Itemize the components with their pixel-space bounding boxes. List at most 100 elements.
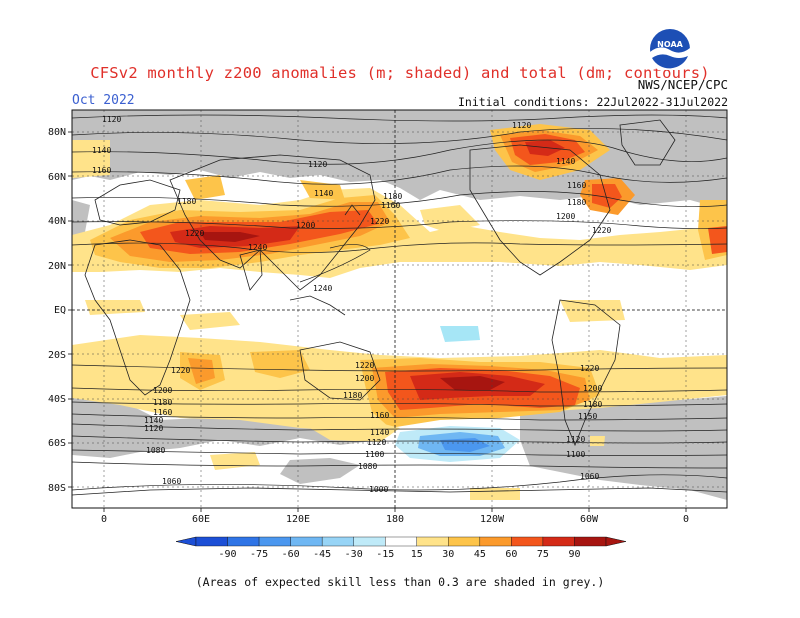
contour-label: 1160: [381, 201, 400, 210]
skill-footnote: (Areas of expected skill less than 0.3 a…: [195, 575, 605, 589]
lat-label: 60S: [48, 438, 66, 449]
lat-label: 40N: [48, 216, 66, 227]
contour-label: 1160: [92, 166, 111, 175]
contour-label: 1120: [566, 435, 585, 444]
contour-label: 1140: [370, 428, 389, 437]
colorbar-swatch: [385, 536, 417, 547]
contour-label: 1240: [248, 243, 267, 252]
lon-label: 0: [101, 514, 107, 525]
contour-label: 1240: [313, 284, 332, 293]
colorbar-label: 45: [474, 549, 486, 560]
longitude-ticks: [103, 508, 687, 512]
colorbar-label: -30: [345, 549, 363, 560]
map-area: 1120 1140 1160 1180 1220 1240 1200 1120 …: [72, 110, 727, 508]
colorbar-swatch: [227, 536, 260, 547]
contour-label: 1150: [578, 412, 597, 421]
colorbar-arrow-left: [175, 536, 197, 547]
contour-label: 1220: [580, 364, 599, 373]
colorbar-label: 75: [537, 549, 549, 560]
contour-label: 1080: [358, 462, 377, 471]
colorbar: -90 -75 -60 -45 -30 -15 15 30 45 60 75 90: [175, 536, 627, 560]
colorbar-swatch: [448, 536, 481, 547]
lat-label: 80S: [48, 483, 66, 494]
contour-label: 1120: [367, 438, 386, 447]
lat-label: 20N: [48, 261, 66, 272]
contour-label: 1200: [296, 221, 315, 230]
colorbar-label: 60: [505, 549, 517, 560]
colorbar-swatch: [542, 536, 575, 547]
contour-label: 1060: [162, 477, 181, 486]
colorbar-swatch: [479, 536, 512, 547]
contour-label: 1180: [583, 400, 602, 409]
contour-label: 1000: [369, 485, 388, 494]
contour-label: 1220: [185, 229, 204, 238]
lat-label: 40S: [48, 394, 66, 405]
contour-label: 1200: [556, 212, 575, 221]
contour-label: 1140: [314, 189, 333, 198]
longitude-labels: 0 60E 120E 180 120W 60W 0: [101, 514, 689, 525]
lat-label: EQ: [54, 305, 66, 316]
contour-label: 1220: [592, 226, 611, 235]
lon-label: 0: [683, 514, 689, 525]
contour-label: 1220: [355, 361, 374, 370]
lon-label: 120W: [480, 514, 505, 525]
agency-label: NWS/NCEP/CPC: [637, 77, 728, 92]
colorbar-swatch: [353, 536, 386, 547]
contour-label: 1120: [144, 424, 163, 433]
colorbar-label: 15: [411, 549, 423, 560]
contour-label: 1060: [580, 472, 599, 481]
contour-label: 1160: [370, 411, 389, 420]
colorbar-label: -15: [376, 549, 394, 560]
lon-label: 60W: [580, 514, 599, 525]
colorbar-arrow-right: [605, 536, 627, 547]
contour-label: 1160: [567, 181, 586, 190]
contour-label: 1220: [171, 366, 190, 375]
contour-label: 1100: [566, 450, 585, 459]
latitude-ticks: [68, 131, 72, 488]
colorbar-swatch: [511, 536, 544, 547]
contour-label: 1120: [102, 115, 121, 124]
contour-label: 1120: [308, 160, 327, 169]
contour-label: 1200: [153, 386, 172, 395]
contour-label: 1080: [146, 446, 165, 455]
map-frame: [71, 109, 728, 509]
contour-label: 1200: [355, 374, 374, 383]
lat-label: 80N: [48, 127, 66, 138]
height-contours: [72, 114, 727, 491]
chart-title: CFSv2 monthly z200 anomalies (m; shaded)…: [90, 64, 710, 82]
contour-label: 1180: [177, 197, 196, 206]
colorbar-swatch: [416, 536, 449, 547]
contour-label: 1180: [153, 398, 172, 407]
colorbar-swatch: [290, 536, 323, 547]
noaa-logo-text: NOAA: [657, 40, 683, 49]
contour-label: 1220: [370, 217, 389, 226]
contour-label: 1140: [144, 416, 163, 425]
colorbar-label: -45: [313, 549, 331, 560]
contour-label: 1120: [512, 121, 531, 130]
colorbar-label: -60: [282, 549, 300, 560]
lat-label: 60N: [48, 172, 66, 183]
latitude-labels: 80N 60N 40N 20N EQ 20S 40S 60S 80S: [48, 127, 66, 494]
colorbar-swatch: [321, 536, 354, 547]
colorbar-label: -75: [250, 549, 268, 560]
colorbar-swatch: [195, 536, 228, 547]
colorbar-label: -90: [219, 549, 237, 560]
lon-label: 120E: [286, 514, 310, 525]
contour-label: 1140: [92, 146, 111, 155]
colorbar-label: 90: [568, 549, 580, 560]
contour-label: 1180: [343, 391, 362, 400]
contour-label: 1100: [365, 450, 384, 459]
colorbar-label: 30: [442, 549, 454, 560]
forecast-month: Oct 2022: [72, 93, 135, 108]
anomaly-shading-north: [72, 124, 727, 330]
lon-label: 60E: [192, 514, 210, 525]
contour-label: 1180: [383, 192, 402, 201]
initial-conditions: Initial conditions: 22Jul2022-31Jul2022: [457, 95, 728, 109]
noaa-logo: NOAA: [650, 29, 690, 70]
contour-labels: 1120 1140 1160 1180 1220 1240 1200 1120 …: [92, 115, 611, 494]
coastlines: [72, 119, 727, 496]
contour-label: 1160: [153, 408, 172, 417]
colorbar-swatch: [258, 536, 291, 547]
contour-label: 1140: [556, 157, 575, 166]
